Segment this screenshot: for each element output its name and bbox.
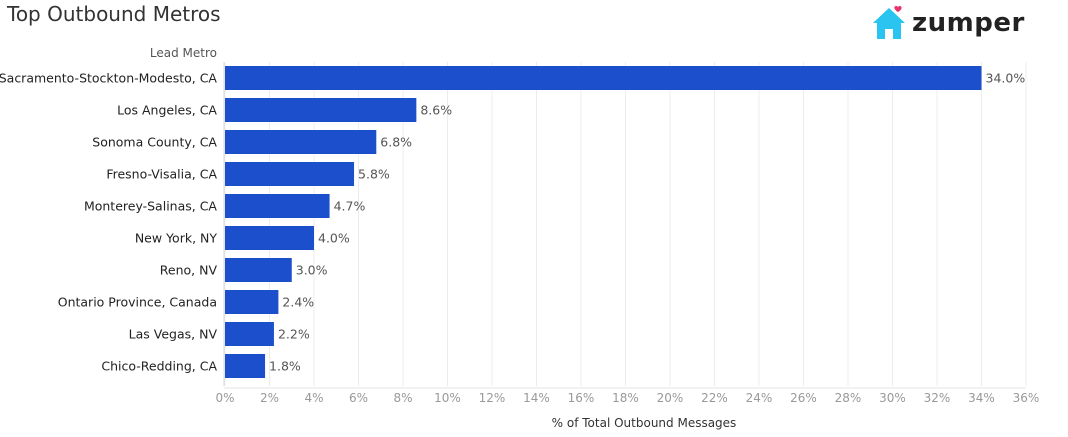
category-label: Sonoma County, CA xyxy=(92,135,217,150)
value-labels: 34.0% 8.6% 6.8% 5.8% 4.7% 4.0% 3.0% 2.4% 2.2% 1.8… xyxy=(269,71,1025,374)
data-label: 34.0% xyxy=(986,71,1026,86)
x-tick-label: 14% xyxy=(523,391,550,405)
bars xyxy=(225,66,982,378)
x-tick-label: 28% xyxy=(835,391,862,405)
x-tick-label: 16% xyxy=(568,391,595,405)
data-label: 2.4% xyxy=(282,295,314,310)
bar xyxy=(225,354,266,378)
bar xyxy=(225,322,274,346)
x-tick-label: 4% xyxy=(304,391,323,405)
data-label: 6.8% xyxy=(380,135,412,150)
x-tick-label: 34% xyxy=(968,391,995,405)
house-heart-icon xyxy=(873,6,905,39)
x-tick-label: 0% xyxy=(215,391,234,405)
x-tick-label: 32% xyxy=(924,391,951,405)
x-tick-label: 18% xyxy=(612,391,639,405)
category-label: Las Vegas, NV xyxy=(129,327,218,342)
x-tick-label: 12% xyxy=(479,391,506,405)
x-tick-label: 2% xyxy=(260,391,279,405)
category-label: Ontario Province, Canada xyxy=(58,295,217,310)
category-label: New York, NY xyxy=(135,231,218,246)
logo-wordmark: zumper xyxy=(912,8,1025,38)
data-label: 5.8% xyxy=(358,167,390,182)
category-label: Monterey-Salinas, CA xyxy=(84,199,217,214)
data-label: 3.0% xyxy=(296,263,328,278)
category-label: Chico-Redding, CA xyxy=(101,359,217,374)
bar xyxy=(225,194,330,218)
x-tick-label: 22% xyxy=(701,391,728,405)
data-label: 2.2% xyxy=(278,327,310,342)
category-label: Sacramento-Stockton-Modesto, CA xyxy=(0,71,217,86)
x-tick-label: 6% xyxy=(349,391,368,405)
category-label: Los Angeles, CA xyxy=(117,103,217,118)
x-tick-label: 24% xyxy=(746,391,773,405)
zumper-logo: zumper xyxy=(870,4,1025,42)
bar xyxy=(225,130,377,154)
chart-title: Top Outbound Metros xyxy=(7,2,221,26)
x-tick-labels: 0% 2% 4% 6% 8% 10% 12% 14% 16% 18% 20% 22% 24% 26% 28%… xyxy=(215,391,1039,405)
data-label: 1.8% xyxy=(269,359,301,374)
category-label: Reno, NV xyxy=(160,263,218,278)
x-tick-label: 10% xyxy=(434,391,461,405)
bar xyxy=(225,290,279,314)
bar xyxy=(225,162,355,186)
data-label: 4.7% xyxy=(334,199,366,214)
bar xyxy=(225,226,314,250)
x-tick-label: 30% xyxy=(879,391,906,405)
category-label: Fresno-Visalia, CA xyxy=(106,167,217,182)
bar xyxy=(225,98,417,122)
category-axis-header: Lead Metro xyxy=(150,46,217,60)
bar xyxy=(225,258,292,282)
data-label: 4.0% xyxy=(318,231,350,246)
x-tick-label: 26% xyxy=(790,391,817,405)
x-axis-label: % of Total Outbound Messages xyxy=(552,416,737,430)
x-tick-label: 36% xyxy=(1013,391,1040,405)
category-labels: Sacramento-Stockton-Modesto, CA Los Angel… xyxy=(0,71,217,374)
x-tick-label: 8% xyxy=(393,391,412,405)
bar xyxy=(225,66,982,90)
x-tick-label: 20% xyxy=(657,391,684,405)
data-label: 8.6% xyxy=(420,103,452,118)
